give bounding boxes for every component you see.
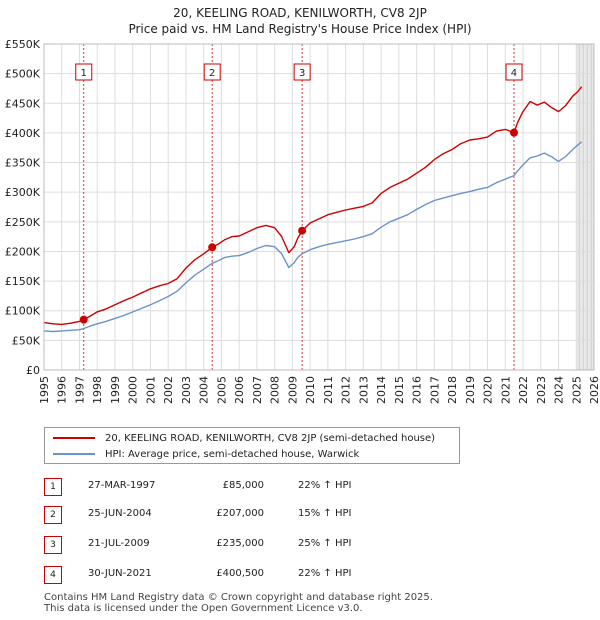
legend-label-hpi: HPI: Average price, semi-detached house,…: [105, 448, 360, 460]
table-row: 4 30-JUN-2021 £400,500 22% ↑ HPI: [44, 566, 464, 584]
price-chart: £0 £50K £100K £150K £200K £250K £300K £350K £400…: [5, 38, 600, 404]
property-price-line: [43, 86, 583, 326]
y-tick-label: £350K: [5, 157, 41, 170]
row-price: £400,500: [216, 568, 264, 579]
x-tick-label: 2013: [357, 376, 370, 404]
marker-box: [75, 63, 93, 81]
chart-legend: 20, KEELING ROAD, KENILWORTH, CV8 2JP (s…: [44, 427, 460, 464]
y-tick-label: £300K: [5, 186, 41, 199]
y-tick-label: £500K: [5, 68, 41, 81]
x-tick-label: 2011: [322, 376, 335, 404]
sale-point: [208, 243, 217, 252]
table-row: 3 21-JUL-2009 £235,000 25% ↑ HPI: [44, 536, 464, 554]
y-tick-label: £50K: [12, 334, 41, 347]
x-tick-label: 2017: [428, 376, 441, 404]
x-tick-label: 1995: [38, 376, 51, 404]
y-tick-label: £400K: [5, 127, 41, 140]
x-tick-label: 2018: [446, 376, 459, 404]
legend-label-property: 20, KEELING ROAD, KENILWORTH, CV8 2JP (s…: [105, 432, 436, 444]
x-tick-label: 2001: [144, 376, 157, 404]
plot-frame: [43, 43, 595, 371]
y-tick-label: £200K: [5, 245, 41, 258]
row-number-badge: 1: [44, 478, 62, 496]
marker-box: [293, 63, 311, 81]
y-tick-label: £550K: [5, 38, 41, 51]
x-tick-label: 1996: [56, 376, 69, 404]
row-date: 25-JUN-2004: [88, 508, 152, 519]
row-price: £85,000: [222, 480, 264, 491]
forecast-shade: [576, 44, 594, 370]
marker-box-label: 1: [81, 68, 87, 79]
legend-item-property: 20, KEELING ROAD, KENILWORTH, CV8 2JP (s…: [53, 431, 435, 445]
row-hpi-delta: 15% ↑ HPI: [298, 508, 352, 519]
x-tick-label: 1999: [109, 376, 122, 404]
x-tick-label: 2000: [127, 376, 140, 404]
x-tick-label: 2002: [162, 376, 175, 404]
x-tick-label: 2021: [499, 376, 512, 404]
x-tick-label: 2012: [340, 376, 353, 404]
y-tick-label: £250K: [5, 216, 41, 229]
x-tick-label: 2014: [375, 376, 388, 404]
row-number-badge: 2: [44, 506, 62, 524]
x-tick-label: 2005: [215, 376, 228, 404]
legend-item-hpi: HPI: Average price, semi-detached house,…: [53, 447, 359, 461]
row-hpi-delta: 25% ↑ HPI: [298, 538, 352, 549]
row-date: 30-JUN-2021: [88, 568, 152, 579]
sale-point: [79, 315, 88, 324]
footer-attribution: Contains HM Land Registry data © Crown c…: [44, 592, 433, 614]
row-date: 21-JUL-2009: [88, 538, 150, 549]
x-tick-label: 2009: [286, 376, 299, 404]
y-tick-label: £450K: [5, 97, 41, 110]
footer-line-1: Contains HM Land Registry data © Crown c…: [44, 592, 433, 603]
table-row: 1 27-MAR-1997 £85,000 22% ↑ HPI: [44, 478, 464, 496]
footer-line-2: This data is licensed under the Open Gov…: [44, 603, 363, 614]
y-tick-label: £0: [26, 364, 40, 377]
row-number-badge: 4: [44, 566, 62, 584]
marker-box-label: 2: [209, 68, 215, 79]
row-hpi-delta: 22% ↑ HPI: [298, 568, 352, 579]
x-tick-label: 2024: [553, 376, 566, 404]
x-tick-label: 1997: [73, 376, 86, 404]
hpi-line: [43, 141, 583, 333]
sale-point: [298, 226, 307, 235]
marker-box-label: 3: [299, 68, 305, 79]
table-row: 2 25-JUN-2004 £207,000 15% ↑ HPI: [44, 506, 464, 524]
x-tick-label: 2026: [588, 376, 600, 404]
y-tick-label: £150K: [5, 275, 41, 288]
x-tick-label: 1998: [91, 376, 104, 404]
legend-swatch-hpi: [53, 453, 95, 455]
y-tick-label: £100K: [5, 305, 41, 318]
row-date: 27-MAR-1997: [88, 480, 156, 491]
x-tick-label: 2019: [464, 376, 477, 404]
row-price: £207,000: [216, 508, 264, 519]
sale-point: [509, 128, 518, 137]
chart-title-line1: 20, KEELING ROAD, KENILWORTH, CV8 2JP: [173, 6, 427, 20]
row-number-badge: 3: [44, 536, 62, 554]
x-tick-label: 2023: [535, 376, 548, 404]
legend-swatch-property: [53, 437, 95, 439]
x-tick-label: 2020: [482, 376, 495, 404]
marker-box: [505, 63, 523, 81]
x-tick-label: 2016: [411, 376, 424, 404]
x-tick-label: 2025: [570, 376, 583, 404]
x-tick-label: 2003: [180, 376, 193, 404]
x-tick-label: 2004: [198, 376, 211, 404]
x-tick-label: 2022: [517, 376, 530, 404]
chart-title-line2: Price paid vs. HM Land Registry's House …: [128, 22, 472, 36]
x-tick-label: 2007: [251, 376, 264, 404]
row-hpi-delta: 22% ↑ HPI: [298, 480, 352, 491]
x-tick-label: 2006: [233, 376, 246, 404]
row-price: £235,000: [216, 538, 264, 549]
marker-box-label: 4: [511, 68, 517, 79]
marker-box: [203, 63, 221, 81]
x-tick-label: 2015: [393, 376, 406, 404]
x-tick-label: 2008: [269, 376, 282, 404]
x-tick-label: 2010: [304, 376, 317, 404]
